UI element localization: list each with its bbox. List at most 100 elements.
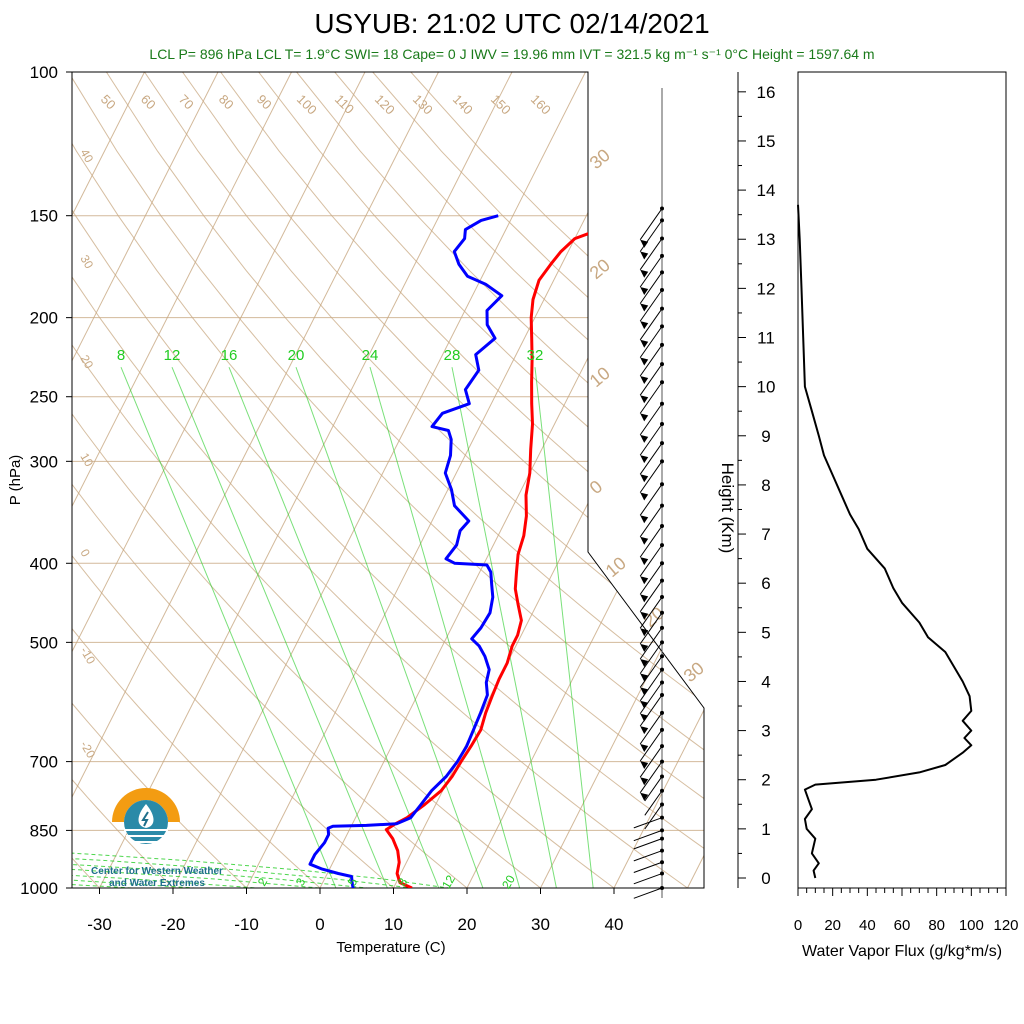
- x-tick-label: -20: [161, 915, 186, 934]
- wind-barb: [639, 544, 663, 577]
- flux-x-tick-label: 60: [894, 917, 911, 934]
- moist-adiabat: [72, 562, 459, 888]
- isotherm-line: [72, 72, 292, 888]
- isotherm-label: 10: [586, 363, 614, 391]
- dry-adiabat: [72, 72, 340, 888]
- wind-flag: [640, 777, 649, 786]
- flux-x-tick-label: 120: [993, 917, 1018, 934]
- wind-flag: [640, 792, 649, 801]
- dry-adiabat: [72, 72, 266, 888]
- wind-flag: [640, 395, 649, 404]
- wind-barbs: [633, 88, 664, 899]
- wind-flag: [640, 659, 649, 667]
- flux-profile: [797, 204, 973, 879]
- wind-barb: [639, 712, 663, 745]
- wind-barb: [639, 272, 663, 304]
- height-axis-label: Height (Km): [718, 463, 737, 554]
- mixing-ratio-label: 8: [117, 347, 125, 364]
- adiabat-label: 70: [176, 92, 197, 113]
- dry-adiabat: [296, 72, 704, 888]
- isotherm-label: -10: [77, 645, 98, 667]
- x-tick-label: 40: [605, 915, 624, 934]
- dry-adiabat: [72, 72, 704, 888]
- wind-flag: [640, 594, 649, 603]
- wind-flag: [640, 251, 649, 260]
- flux-x-axis-label: Water Vapor Flux (g/kg*m/s): [802, 943, 1002, 960]
- wind-barb: [639, 326, 663, 358]
- isotherm-line: [72, 72, 366, 888]
- wind-flag: [640, 339, 649, 348]
- wind-flag: [640, 761, 649, 769]
- wind-barb: [633, 873, 663, 885]
- wind-flag: [640, 455, 649, 464]
- wind-flag: [640, 413, 649, 422]
- isotherm-line: [72, 72, 145, 888]
- wind-barb: [644, 790, 663, 816]
- isotherm-line: [172, 72, 586, 888]
- wind-flag: [640, 713, 649, 722]
- wind-barb: [639, 669, 663, 702]
- mixing-ratio-label: 28: [444, 347, 461, 364]
- wind-barb: [639, 580, 663, 612]
- wind-barb: [639, 403, 663, 436]
- wind-barb: [639, 655, 663, 688]
- wind-barb: [639, 525, 663, 558]
- dry-adiabat: [182, 72, 704, 888]
- height-tick-label: 15: [757, 132, 776, 151]
- dry-adiabat: [72, 72, 415, 888]
- chart-subtitle: LCL P= 896 hPa LCL T= 1.9°C SWI= 18 Cape…: [149, 46, 875, 62]
- dry-adiabat: [105, 72, 704, 888]
- x-tick-label: -30: [87, 915, 112, 934]
- logo-bolt: [141, 811, 149, 827]
- isotherm-label: 30: [586, 145, 614, 173]
- y-tick-label: 400: [30, 554, 58, 573]
- logo-sun-arc: [112, 788, 180, 822]
- wind-barb: [639, 461, 663, 493]
- dry-adiabat: [410, 72, 704, 888]
- flux-x-tick-label: 100: [959, 917, 984, 934]
- y-tick-label: 250: [30, 388, 58, 407]
- height-tick-label: 13: [757, 230, 776, 249]
- wind-barb: [639, 423, 663, 456]
- wind-barb: [639, 694, 663, 727]
- logo-text: Center for Western Weather and Water Ext…: [72, 866, 242, 890]
- moist-adiabat: [72, 562, 569, 888]
- adiabat-label: 120: [372, 92, 398, 118]
- wind-flag: [640, 744, 649, 752]
- mixing-ratio-label: 20: [288, 347, 305, 364]
- wind-barb: [639, 255, 663, 288]
- mixing-ratio-line: [369, 367, 521, 888]
- dry-adiabat: [72, 72, 489, 888]
- wind-barb: [639, 208, 663, 240]
- mixing-ratio-label: 2: [255, 875, 271, 888]
- y-tick-label: 700: [30, 753, 58, 772]
- dry-adiabat: [220, 72, 704, 888]
- wind-barb: [639, 381, 663, 414]
- mixing-ratio-label: 24: [362, 347, 379, 364]
- wind-barb: [639, 220, 663, 252]
- mixing-ratio-label: 12: [439, 872, 458, 891]
- adiabat-label: 150: [488, 92, 514, 118]
- isotherm-label: 40: [77, 147, 96, 166]
- wind-barb: [644, 776, 663, 802]
- wind-barb: [639, 308, 663, 341]
- moist-adiabat: [72, 562, 275, 888]
- wind-barb: [639, 729, 663, 762]
- wind-flag: [640, 376, 649, 384]
- dry-adiabat: [72, 72, 704, 888]
- wind-barb: [639, 682, 663, 714]
- mixing-ratio-line: [295, 367, 484, 888]
- mixing-ratio-label: 16: [221, 347, 238, 364]
- wind-flag: [640, 239, 649, 248]
- wind-barb: [639, 761, 663, 793]
- wind-flag: [640, 357, 649, 366]
- mixing-ratio-line: [171, 366, 388, 888]
- x-tick-label: 0: [315, 915, 324, 934]
- height-tick-label: 1: [761, 820, 770, 839]
- wind-flag: [640, 643, 649, 652]
- wind-barb: [633, 850, 663, 862]
- isotherm-label: 10: [77, 451, 96, 470]
- wind-barb: [639, 289, 663, 322]
